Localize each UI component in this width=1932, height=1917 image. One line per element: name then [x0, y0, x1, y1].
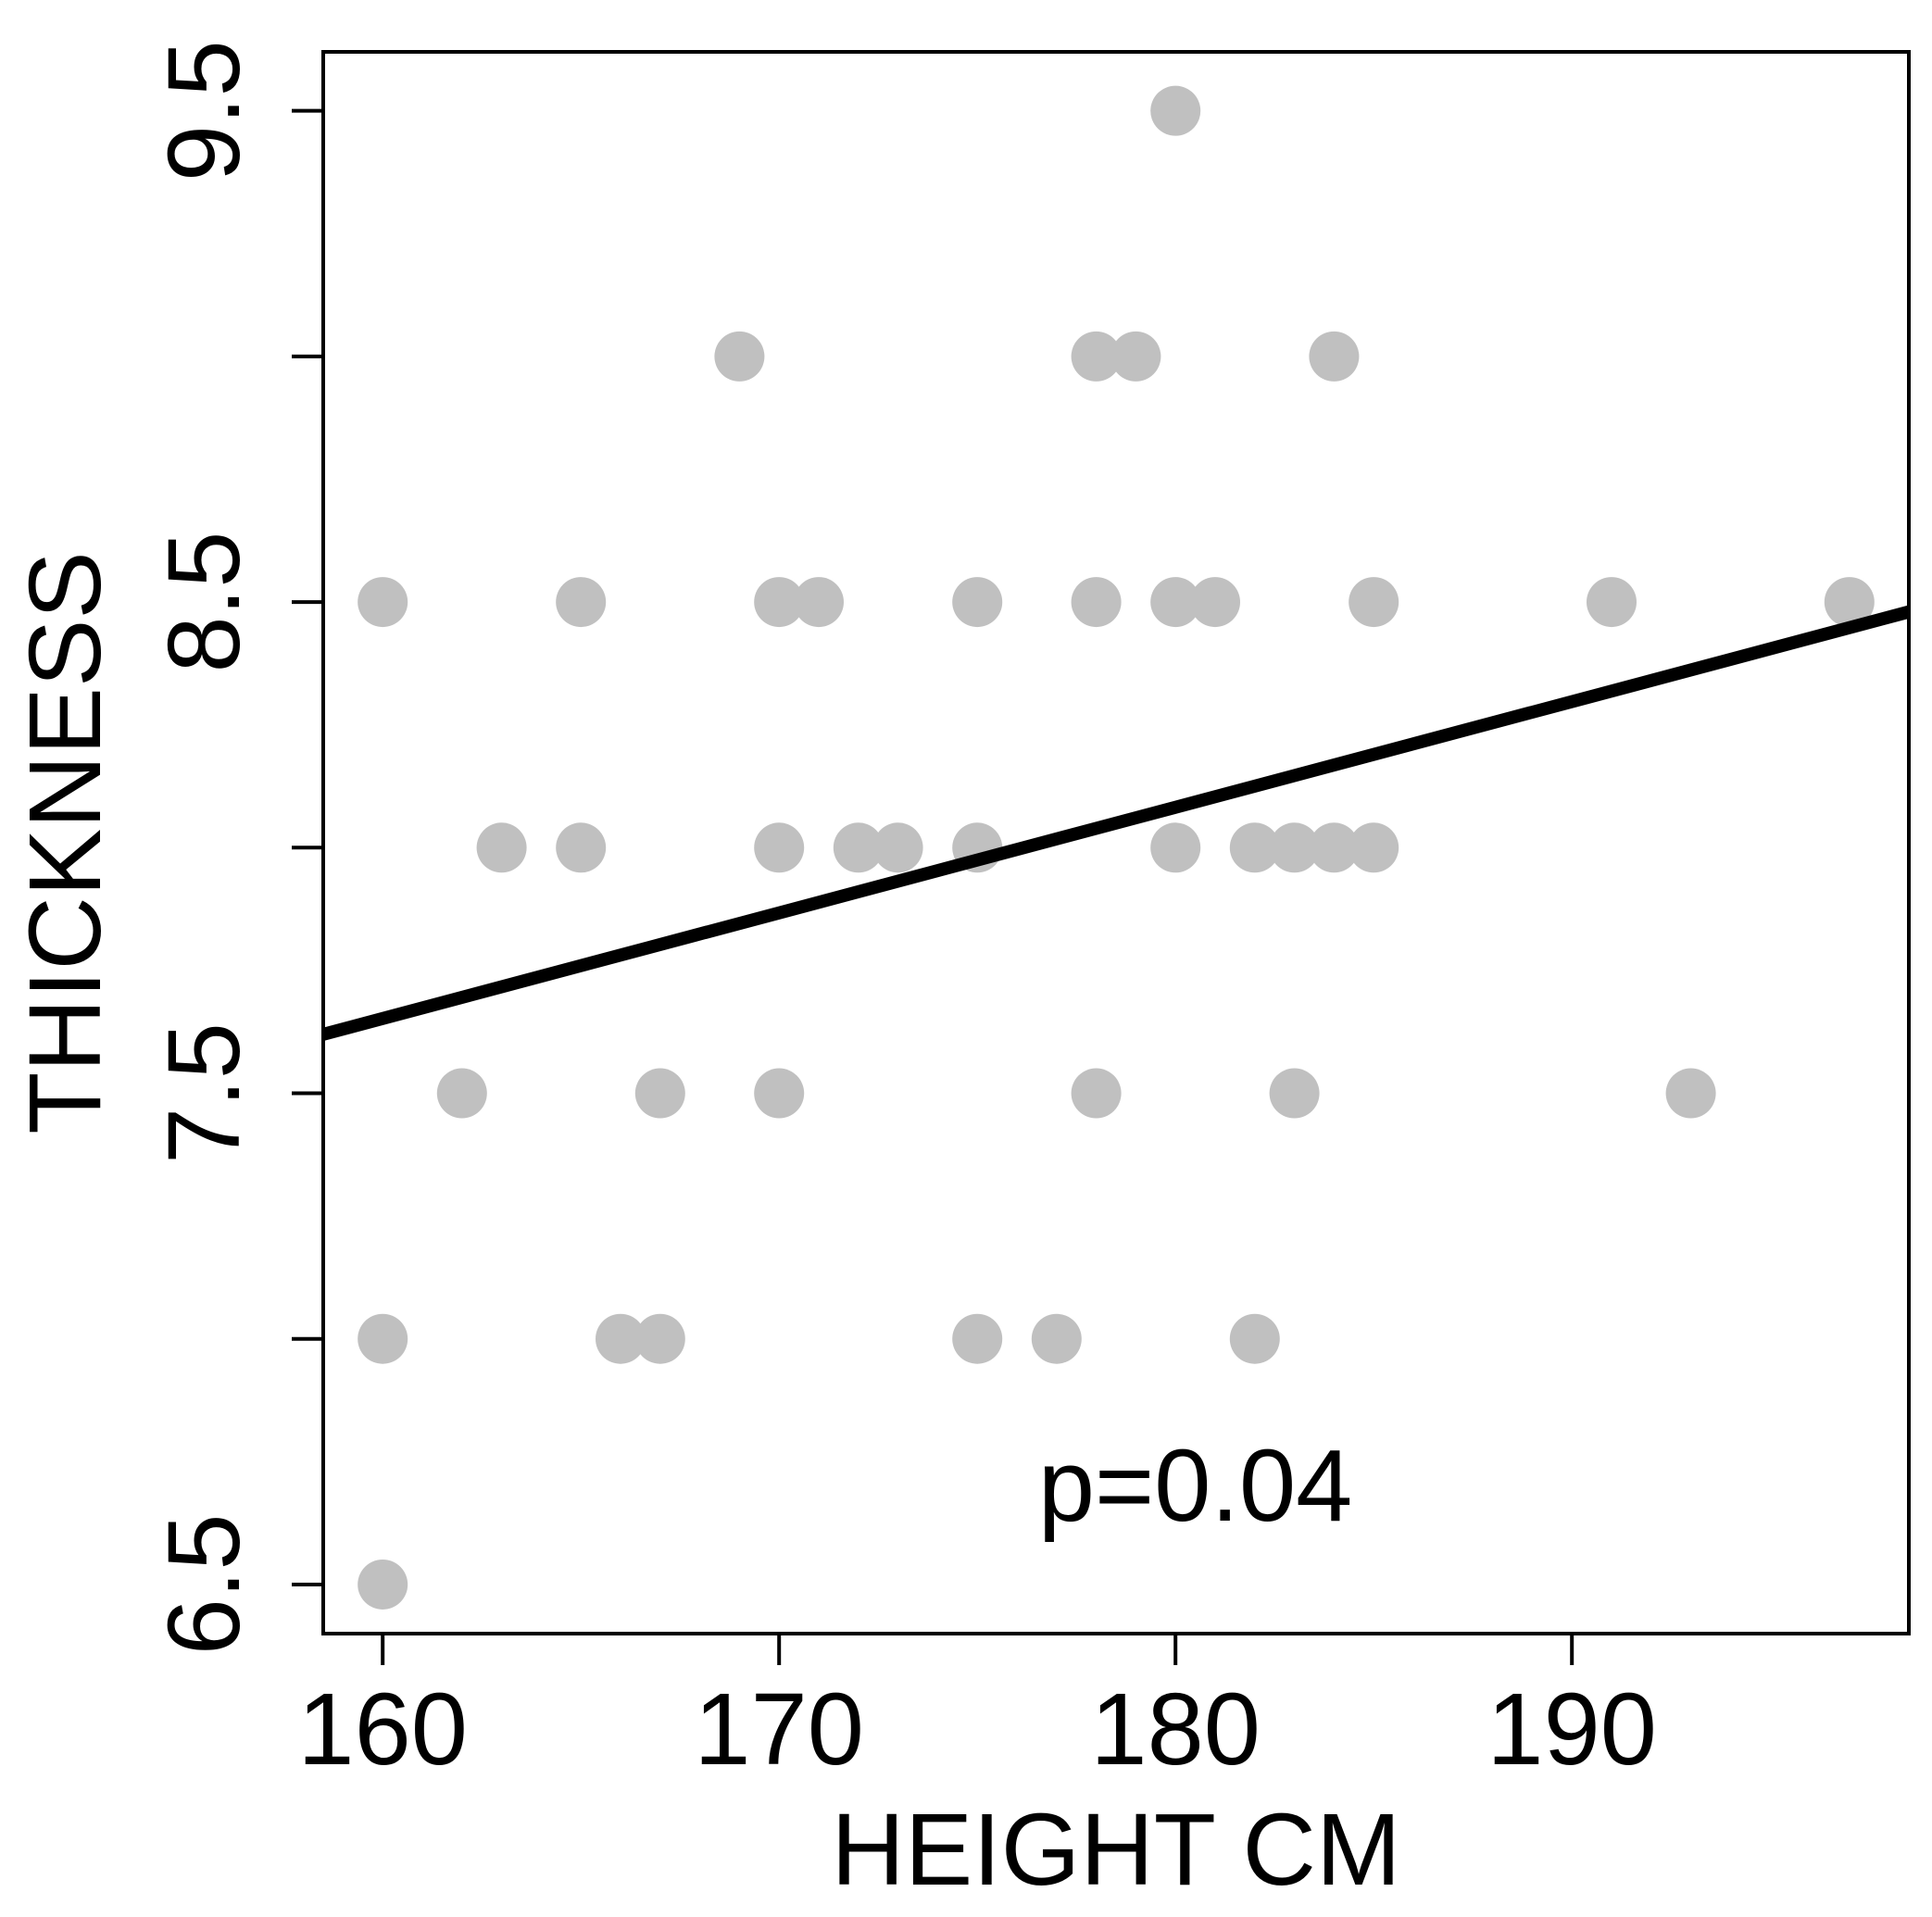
y-tick-label: 9.5	[147, 40, 261, 182]
data-point	[754, 577, 805, 628]
y-axis: 6.5 7.5 8.5 9.5	[147, 40, 323, 1655]
data-point	[872, 822, 923, 873]
p-value-annotation: p=0.04	[1038, 1429, 1353, 1543]
x-tick-label: 170	[694, 1673, 864, 1786]
data-point	[1071, 1068, 1122, 1119]
plot-frame	[321, 50, 1911, 1635]
data-point	[1110, 331, 1161, 382]
data-point	[1150, 822, 1201, 873]
data-point	[358, 1313, 408, 1364]
data-point	[1071, 331, 1122, 382]
y-tick-label: 7.5	[147, 1022, 261, 1164]
data-point	[634, 1068, 685, 1119]
data-point	[794, 577, 844, 628]
data-point	[1309, 822, 1360, 873]
data-point	[1349, 822, 1399, 873]
data-point	[1824, 577, 1875, 628]
regression-line	[321, 605, 1911, 1041]
y-axis-label: THICKNESS	[8, 551, 122, 1134]
data-point	[1587, 577, 1637, 628]
x-tick-label: 190	[1487, 1673, 1657, 1786]
y-tick-label: 8.5	[147, 532, 261, 673]
data-point	[1309, 331, 1360, 382]
data-point	[358, 1559, 408, 1610]
data-point	[1229, 1313, 1280, 1364]
data-point	[476, 822, 527, 873]
data-point	[436, 1068, 487, 1119]
data-point	[952, 577, 1003, 628]
data-point	[1349, 577, 1399, 628]
regression-line-layer	[321, 605, 1911, 1041]
data-point	[1269, 822, 1320, 873]
data-point	[358, 577, 408, 628]
data-point	[1150, 577, 1201, 628]
data-point	[634, 1313, 685, 1364]
data-point	[714, 331, 765, 382]
data-point	[833, 822, 884, 873]
data-point	[952, 1313, 1003, 1364]
data-point	[596, 1313, 646, 1364]
points-layer	[358, 85, 1875, 1610]
y-tick-label: 6.5	[147, 1513, 261, 1655]
data-point	[1665, 1068, 1716, 1119]
x-axis-label: HEIGHT CM	[831, 1793, 1400, 1907]
data-point	[1031, 1313, 1082, 1364]
x-axis: 160 170 180 190	[297, 1634, 1657, 1786]
data-point	[754, 1068, 805, 1119]
data-point	[1190, 577, 1240, 628]
data-point	[1229, 822, 1280, 873]
data-point	[556, 822, 607, 873]
x-tick-label: 160	[297, 1673, 468, 1786]
data-point	[1071, 577, 1122, 628]
data-point	[1269, 1068, 1320, 1119]
data-point	[1150, 85, 1201, 136]
data-point	[754, 822, 805, 873]
data-point	[556, 577, 607, 628]
x-tick-label: 180	[1090, 1673, 1261, 1786]
